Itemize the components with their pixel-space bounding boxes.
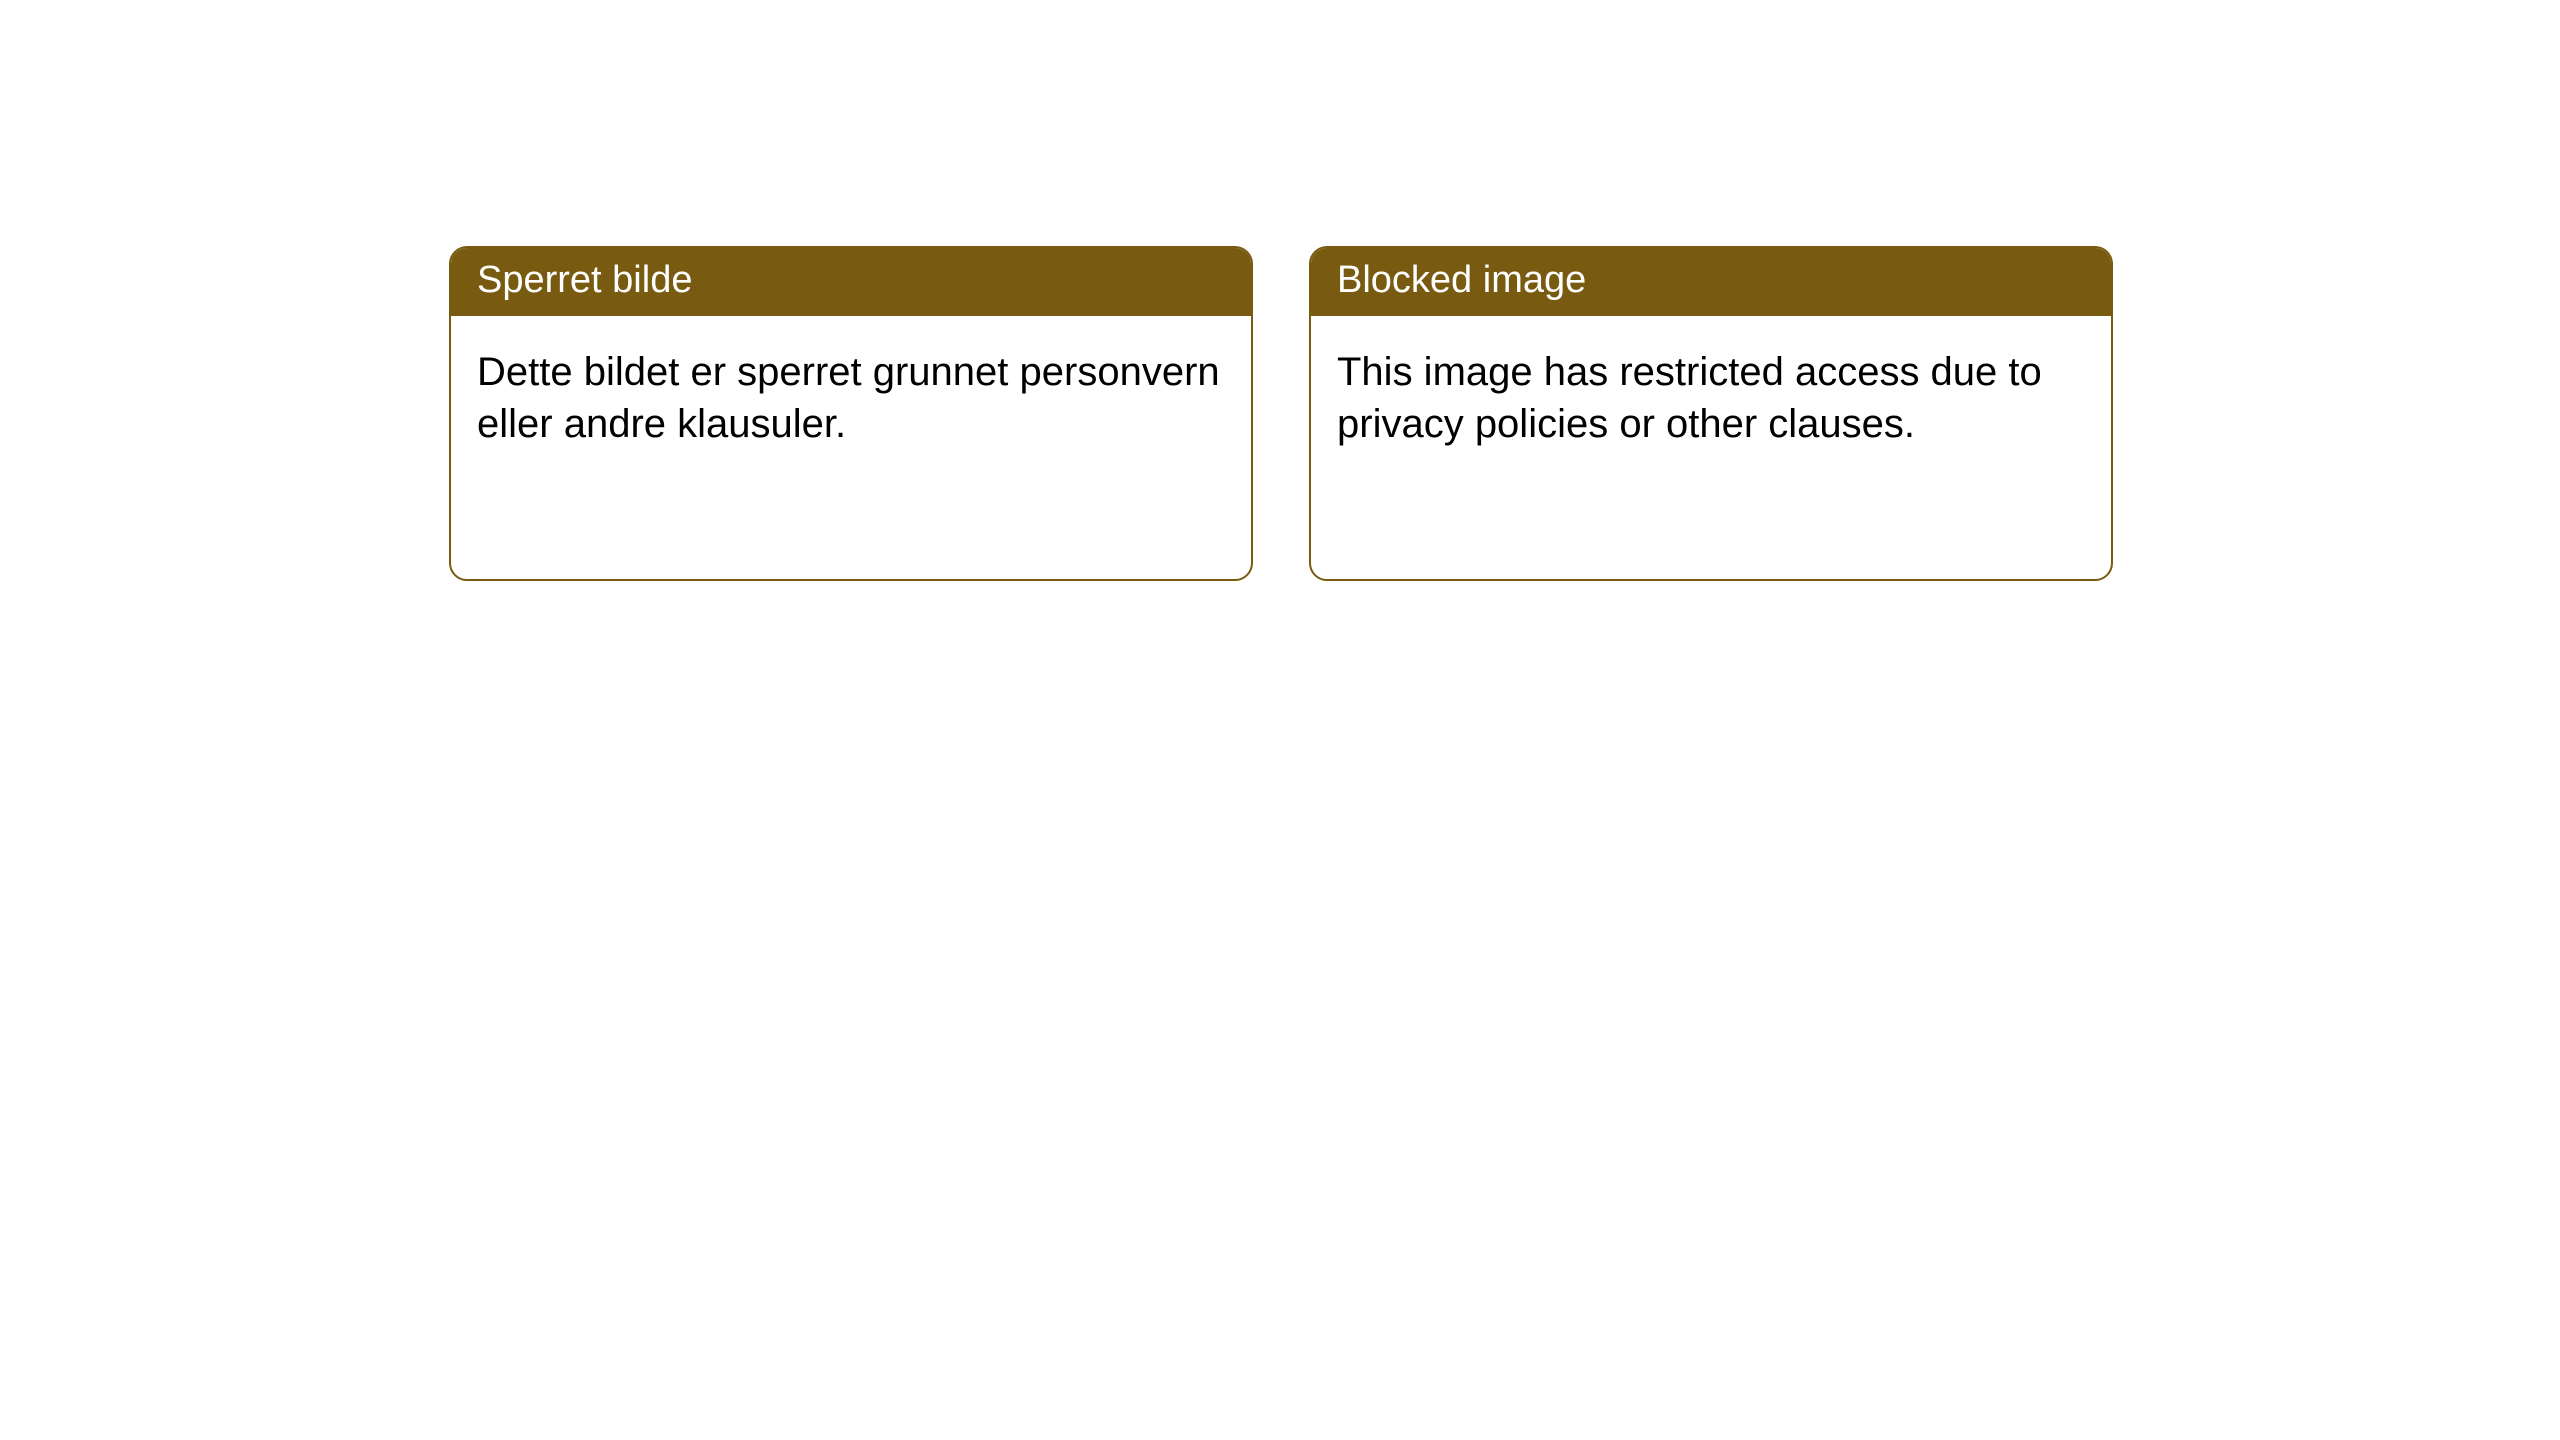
notice-text: This image has restricted access due to …	[1337, 350, 2042, 446]
notice-header: Blocked image	[1311, 248, 2111, 316]
notice-body: Dette bildet er sperret grunnet personve…	[451, 316, 1251, 480]
notice-body: This image has restricted access due to …	[1311, 316, 2111, 480]
notice-card-norwegian: Sperret bilde Dette bildet er sperret gr…	[449, 246, 1253, 581]
notice-title: Blocked image	[1337, 259, 1586, 301]
notice-title: Sperret bilde	[477, 259, 692, 301]
notice-card-english: Blocked image This image has restricted …	[1309, 246, 2113, 581]
notice-header: Sperret bilde	[451, 248, 1251, 316]
notice-text: Dette bildet er sperret grunnet personve…	[477, 350, 1220, 446]
notice-container: Sperret bilde Dette bildet er sperret gr…	[449, 246, 2113, 581]
